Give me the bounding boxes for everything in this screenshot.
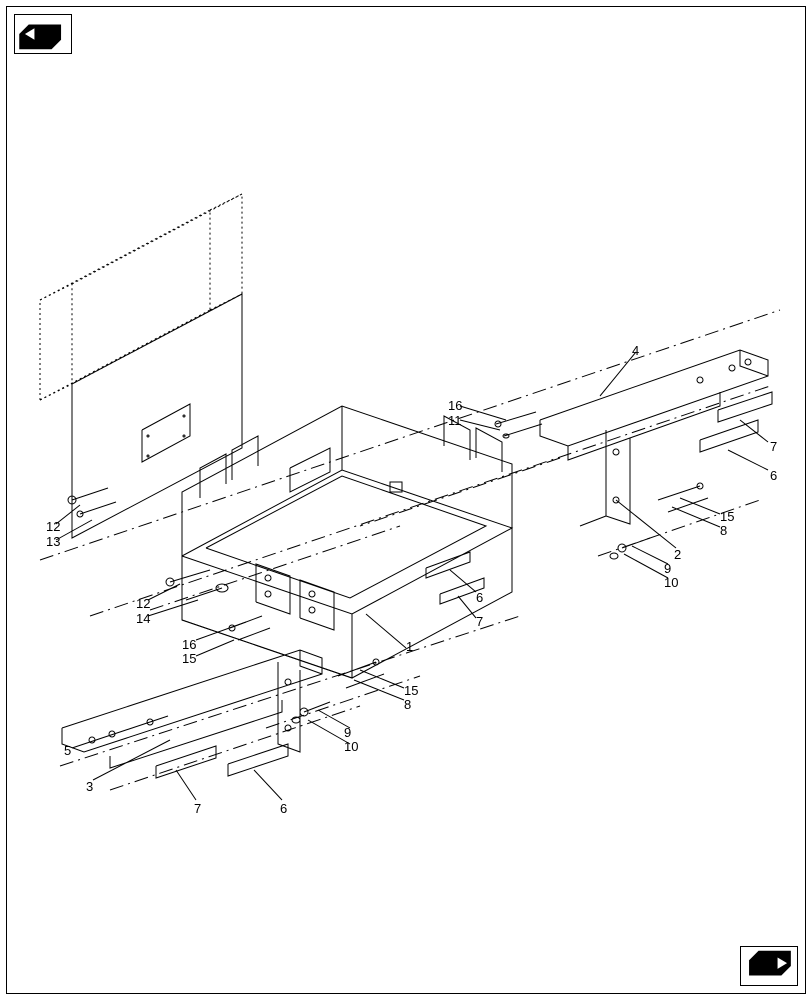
callout-c11: 11 bbox=[448, 414, 462, 428]
callout-c1: 1 bbox=[406, 640, 413, 654]
callout-c4: 4 bbox=[632, 344, 639, 358]
callout-c7c: 7 bbox=[770, 440, 777, 454]
callout-c15b: 15 bbox=[404, 684, 418, 698]
callout-c12b: 12 bbox=[136, 597, 150, 611]
callout-c12a: 12 bbox=[46, 520, 60, 534]
callout-c5: 5 bbox=[64, 744, 71, 758]
callout-c6b: 6 bbox=[476, 591, 483, 605]
callout-c13: 13 bbox=[46, 535, 60, 549]
callout-c14: 14 bbox=[136, 612, 150, 626]
callout-c10a: 10 bbox=[344, 740, 358, 754]
callout-c8b: 8 bbox=[720, 524, 727, 538]
callout-c16a: 16 bbox=[182, 638, 196, 652]
callout-c8a: 8 bbox=[404, 698, 411, 712]
callout-c3: 3 bbox=[86, 780, 93, 794]
callout-c10b: 10 bbox=[664, 576, 678, 590]
callout-c6c: 6 bbox=[770, 469, 777, 483]
callout-c7b: 7 bbox=[476, 615, 483, 629]
callout-c15a: 15 bbox=[182, 652, 196, 666]
callout-c7a: 7 bbox=[194, 802, 201, 816]
callout-c6a: 6 bbox=[280, 802, 287, 816]
callout-c2: 2 bbox=[674, 548, 681, 562]
callout-c15c: 15 bbox=[720, 510, 734, 524]
exploded-diagram bbox=[0, 0, 812, 1000]
callout-c16b: 16 bbox=[448, 399, 462, 413]
